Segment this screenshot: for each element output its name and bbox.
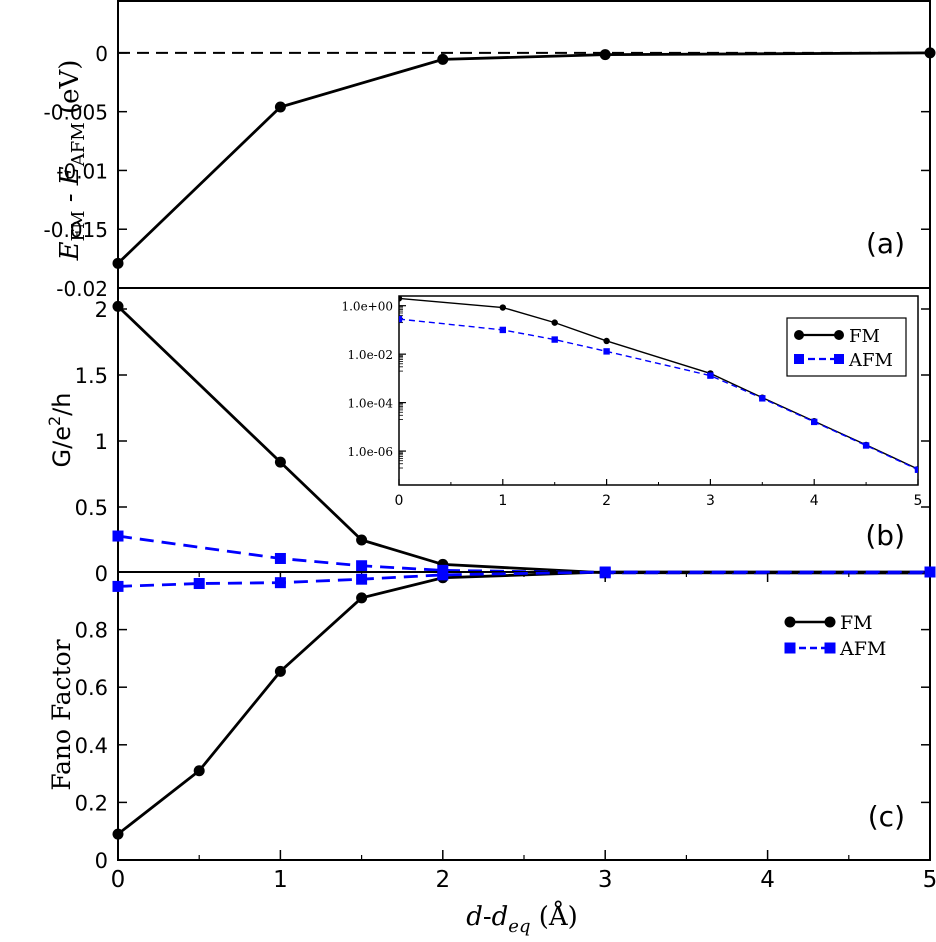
inset-data-point-afm [862,442,870,449]
inset-data-point-afm [499,326,506,334]
inset-data-point-afm [914,466,918,473]
panel-c-legend-marker-afm [824,642,836,654]
panel-a-data-point [437,53,449,65]
panel-c-xtick-label: 3 [598,867,613,893]
panel-c-ylabel: Fano Factor [47,639,76,790]
panel-c-xtick-label: 5 [923,867,936,893]
inset-legend-marker-fm [794,330,804,340]
panel-a-data-point [112,257,124,269]
inset-legend-marker-afm [794,354,804,364]
panel-c-legend-marker-afm [784,642,796,654]
inset-data-point-afm [603,348,610,355]
panel-a-ylabel: EFM - EAFM (eV) [55,60,89,262]
inset-legend-label-afm: AFM [848,350,893,371]
panel-c-series-line-fm [117,570,930,836]
inset-xtick-label: 0 [395,493,404,509]
panel-c-ytick-label: 0.8 [75,619,108,643]
inset-xtick-label: 3 [706,493,715,509]
panel-c-xtick-label: 2 [435,867,450,893]
inset-series-line-afm [399,318,918,471]
panel-a-label: (a) [866,227,905,260]
panel-a-data-point [599,49,611,61]
panel-b-ytick-label: 0 [95,562,108,586]
panel-c-ytick-label: 0.2 [75,791,108,815]
panel-c-data-point-fm [193,765,205,777]
inset-data-point-afm [399,315,403,323]
x-axis-title: d-deq (Å) [466,900,578,937]
panel-c-legend-marker-fm [824,616,836,628]
panel-c-ytick-label: 0.4 [75,734,108,758]
panel-c-data-point-afm [193,578,205,590]
panel-b-data-point-fm [356,534,368,546]
panel-b-data-point-fm [274,456,286,468]
panel-a-ytick-label: 0 [95,42,108,66]
panel-b-data-point-afm [274,552,286,564]
panel-c-ytick-label: 0.6 [75,676,108,700]
panel-a-data-point [924,47,936,59]
panel-c-data-point-afm [924,566,936,578]
inset-xtick-label: 5 [914,493,923,509]
panel-a-energy-difference: 0 -0.005 -0.01 -0.015 -0.02 (a) [44,0,936,301]
inset-data-point-fm [499,304,506,311]
panel-b-data-point-afm [356,560,368,572]
panel-c-ytick-label: 0 [95,849,108,873]
panel-a-ytick-label: -0.005 [44,101,108,125]
panel-b-ytick-label: 1 [95,430,108,454]
panel-b-data-point-fm [112,300,124,312]
inset-data-point-afm [811,418,818,426]
inset-legend-box [786,317,907,377]
inset-ytick-label: 1.0e-04 [347,397,393,411]
panel-b-data-point-afm [112,530,124,542]
panel-c-data-point-afm [274,577,286,589]
panel-b-inset-log-conductance: 0 1 2 3 4 5 1.0e+00 1.0e-02 1.0e-04 1.0e-06 FM AFM [341,295,922,509]
inset-data-point-fm [603,337,610,345]
axis-titles: EFM - EAFM (eV) G/e2/h Fano Factor d-deq… [45,60,578,937]
panel-a-ytick-label: -0.02 [56,277,108,301]
panel-c-xtick-label: 1 [273,867,288,893]
inset-xtick-label: 2 [602,493,611,509]
inset-legend-marker-afm [834,354,844,364]
panel-c-legend-marker-fm [784,616,796,628]
panel-c-data-point-afm [437,569,449,581]
panel-c-data-point-afm [356,573,368,585]
inset-ytick-label: 1.0e-06 [347,445,393,459]
panel-b-ytick-label: 0.5 [75,496,108,520]
panel-c-xtick-label: 4 [760,867,775,893]
panel-c-legend-label-fm: FM [840,612,873,634]
inset-data-point-fm [399,296,403,302]
panel-b-label: (b) [865,519,905,552]
inset-xtick-label: 4 [810,493,819,509]
panel-a-series-line [117,51,931,265]
panel-a-ytick-label: -0.01 [56,159,108,183]
panel-c-label: (c) [868,800,905,833]
inset-xtick-label: 1 [498,493,507,509]
inset-ytick-label: 1.0e-02 [347,348,393,362]
inset-data-point-afm [759,395,766,402]
panel-c-data-point-fm [274,665,286,677]
panel-c-data-point-fm [112,828,124,840]
inset-data-point-afm [551,336,558,343]
inset-legend-marker-fm [834,330,844,340]
panel-c-data-point-afm [599,566,611,578]
panel-c-fano-factor: 0 0.2 0.4 0.6 0.8 0 1 2 3 4 5 FM AFM (c) [75,566,936,893]
panel-c-xtick-label: 0 [111,867,126,893]
panel-b-series-line-afm [117,534,931,575]
panel-c-frame [117,571,931,861]
panel-c-data-point-afm [112,580,124,592]
inset-data-point-fm [551,319,558,326]
inset-data-point-afm [707,372,714,379]
inset-legend-label-fm: FM [849,326,880,347]
panel-b-ytick-label: 1.5 [75,364,108,388]
panel-c-legend-label-afm: AFM [839,638,886,660]
inset-ytick-label: 1.0e+00 [341,300,393,314]
panel-b-ylabel: G/e2/h [45,393,76,468]
panel-a-ytick-label: -0.015 [44,218,108,242]
panel-b-ytick-label: 2 [95,298,108,322]
panel-c-data-point-fm [356,592,368,604]
panel-a-data-point [274,101,286,113]
inset-series-group-afm [399,315,918,473]
